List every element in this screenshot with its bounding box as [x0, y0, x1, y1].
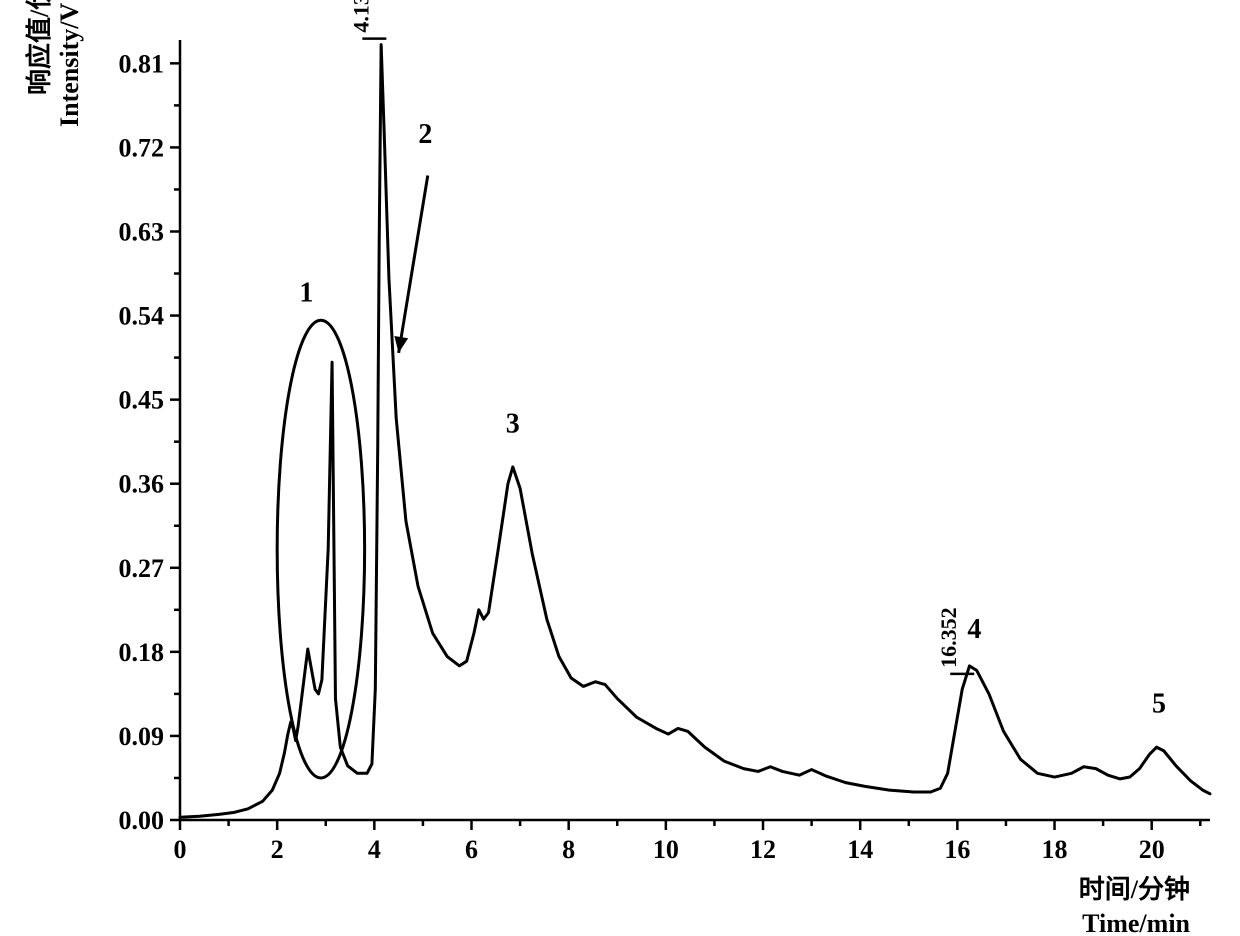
y-axis-title-en: Intensity/V [55, 3, 84, 127]
peak-label: 5 [1152, 689, 1166, 720]
peak-group-ellipse [277, 320, 364, 778]
y-tick-label: 0.72 [119, 133, 165, 162]
retention-time-label: 16.352 [936, 607, 961, 668]
x-tick-label: 6 [465, 835, 478, 864]
peak-label: 1 [299, 278, 313, 309]
chromatogram-trace [180, 45, 1210, 818]
x-tick-label: 12 [750, 835, 776, 864]
x-tick-label: 8 [562, 835, 575, 864]
y-tick-label: 0.00 [119, 806, 165, 835]
x-axis-title-cn: 时间/分钟 [1079, 874, 1190, 904]
y-tick-label: 0.81 [119, 49, 165, 78]
x-tick-label: 2 [271, 835, 284, 864]
x-tick-label: 0 [174, 835, 187, 864]
x-tick-label: 20 [1139, 835, 1165, 864]
y-tick-label: 0.45 [119, 386, 165, 415]
retention-time-label: 4.137 [348, 0, 373, 33]
x-tick-label: 10 [653, 835, 679, 864]
y-tick-label: 0.36 [119, 470, 165, 499]
x-tick-label: 4 [368, 835, 381, 864]
x-tick-label: 18 [1042, 835, 1068, 864]
chromatogram-chart: 024681012141618200.000.090.180.270.360.4… [0, 0, 1240, 936]
arrow-head-icon [394, 336, 408, 353]
y-tick-label: 0.18 [119, 638, 165, 667]
y-axis-title-cn: 响应值/伏 [24, 0, 54, 95]
x-axis-title-en: Time/min [1082, 909, 1190, 936]
peak-label: 3 [506, 408, 520, 439]
peak-label: 4 [967, 614, 981, 645]
x-tick-label: 14 [847, 835, 873, 864]
y-tick-label: 0.27 [119, 554, 165, 583]
arrow-shaft [399, 175, 428, 352]
y-tick-label: 0.09 [119, 722, 165, 751]
y-tick-label: 0.54 [119, 302, 165, 331]
x-tick-label: 16 [944, 835, 970, 864]
peak-label: 2 [418, 119, 432, 150]
y-tick-label: 0.63 [119, 217, 165, 246]
